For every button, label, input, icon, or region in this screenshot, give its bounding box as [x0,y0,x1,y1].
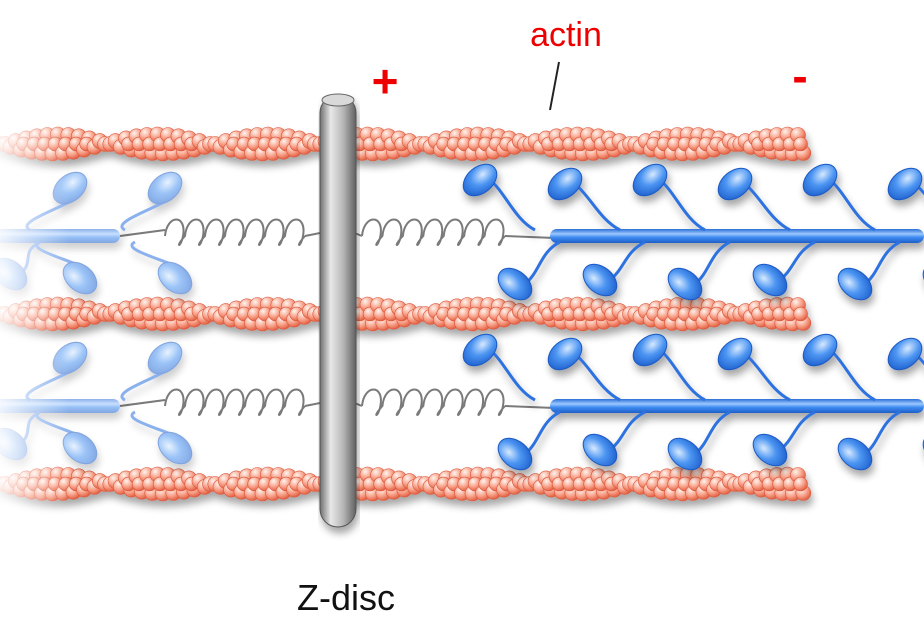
myosin-head [752,263,788,297]
myosin-backbone [550,399,924,413]
actin-bead [793,476,808,492]
myosin-head [497,437,533,471]
myosin-head [752,433,788,467]
myosin-neck [574,352,621,402]
myosin-head [157,431,193,465]
myosin-neck [829,348,876,402]
myosin-head [632,333,668,367]
actin-bead [793,136,808,152]
myosin-head [802,333,838,367]
myosin-neck [659,348,706,402]
left-fade-overlay [0,100,70,540]
myosin-backbone [550,229,924,243]
z-disc-label: Z-disc [297,577,395,618]
myosin-thick-filament [462,163,924,301]
titin-tail [504,235,556,239]
myosin-neck [693,410,731,456]
myosin-neck [609,410,646,452]
actin-bead [793,306,808,322]
myosin-head [887,167,923,201]
myosin-neck [863,410,901,456]
myosin-neck [609,240,646,282]
titin-tail [119,229,166,237]
myosin-head [837,437,873,471]
actin-filament [0,466,812,502]
myosin-head [147,341,183,375]
myosin-head [547,337,583,371]
myosin-head [717,167,753,201]
myosin-head [582,433,618,467]
myosin-head [462,333,498,367]
myosin-head [887,337,923,371]
myosin-head [667,267,703,301]
actin-label: actin [530,16,602,54]
titin-coil [361,218,506,246]
myosin-neck [744,352,791,402]
myosin-neck [863,240,901,286]
myosin-head [667,437,703,471]
myosin-head [717,337,753,371]
titin-tail [119,399,166,407]
minus-end-label: - [792,50,807,102]
myosin-head [922,433,924,467]
myosin-head [547,167,583,201]
myosin-neck [523,410,561,456]
myosin-head [632,163,668,197]
z-disc [319,93,357,528]
myosin-head [922,263,924,297]
plus-end-label: + [372,55,399,107]
myosin-head [147,171,183,205]
myosin-neck [523,240,561,286]
actin-filaments [0,126,812,502]
actin-pointer-line [549,61,560,111]
titin-spring [164,218,306,246]
myosin-neck [744,182,791,232]
myosin-neck [779,240,816,282]
titin-tail [504,405,556,409]
actin-filament [0,296,812,332]
myosin-neck [489,178,536,232]
titin-spring [164,388,306,416]
titin-spring [361,218,506,246]
myosin-head [157,261,193,295]
myosin-head [837,267,873,301]
myosin-neck [659,178,706,232]
myosin-neck [574,182,621,232]
myosin-head [802,163,838,197]
titin-spring [361,388,506,416]
myosin-head [497,267,533,301]
myosin-thick-filament [462,333,924,471]
titin-coil [164,388,306,416]
titin-coil [361,388,506,416]
myosin-neck [779,410,816,452]
myosin-neck [693,240,731,286]
actin-filament [0,126,812,162]
myosin-neck [489,348,536,402]
myosin-head [582,263,618,297]
myosin-head [462,163,498,197]
titin-coil [164,218,306,246]
myosin-neck [829,178,876,232]
